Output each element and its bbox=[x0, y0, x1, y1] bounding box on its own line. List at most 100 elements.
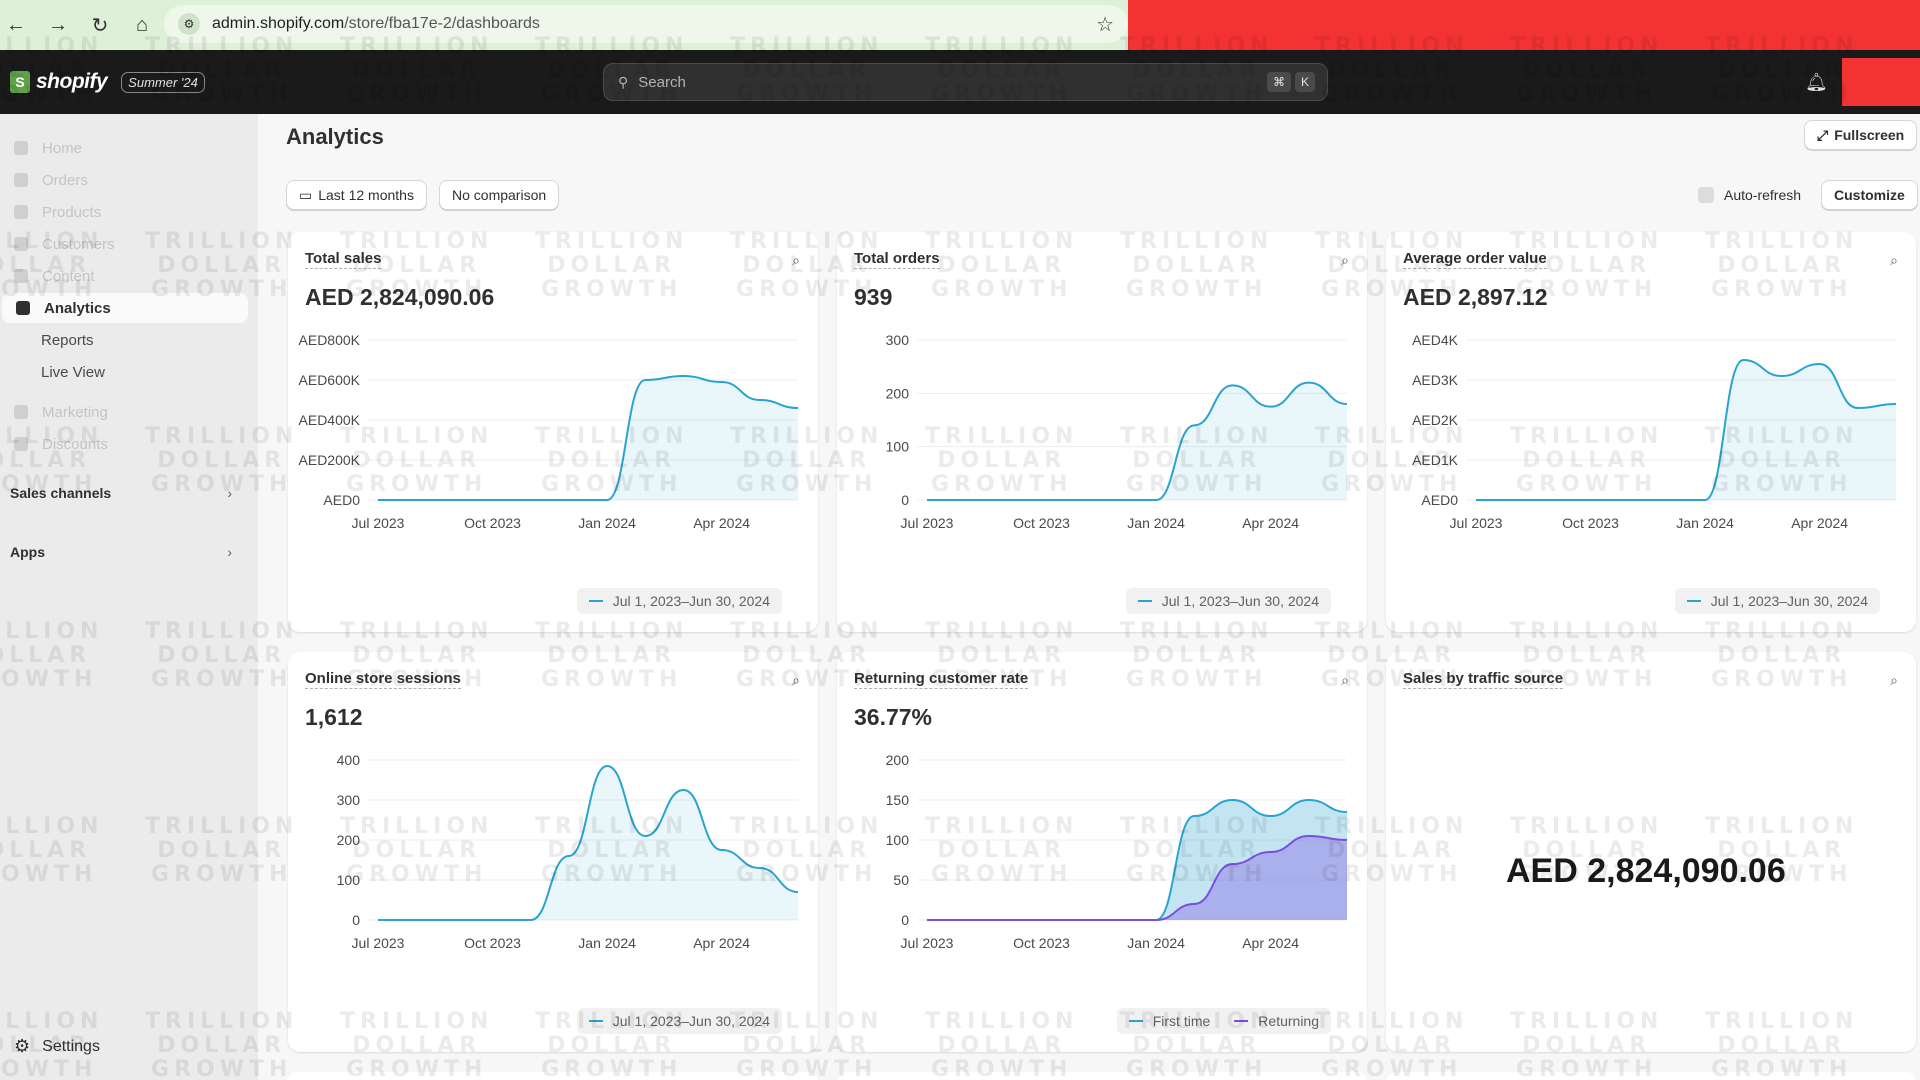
main-content: Analytics ⤢ Fullscreen ▭ Last 12 months No… bbox=[258, 114, 1920, 1080]
legend-label: First time bbox=[1152, 1013, 1211, 1029]
card-title[interactable]: Total orders bbox=[854, 250, 940, 269]
date-range-button[interactable]: ▭ Last 12 months bbox=[286, 180, 427, 210]
sidebar-item-discounts[interactable]: Discounts bbox=[0, 429, 246, 459]
k-key: K bbox=[1294, 72, 1315, 92]
auto-refresh-checkbox[interactable] bbox=[1698, 187, 1714, 203]
explore-icon[interactable]: ⌕ bbox=[792, 252, 800, 268]
explore-icon[interactable]: ⌕ bbox=[1341, 672, 1349, 688]
card-title[interactable]: Returning customer rate bbox=[854, 670, 1029, 689]
edition-badge: Summer '24 bbox=[121, 71, 205, 93]
y-tick-label: 400 bbox=[337, 752, 361, 768]
x-tick-label: Jul 2023 bbox=[1450, 515, 1503, 531]
forward-icon[interactable]: → bbox=[48, 13, 68, 36]
sidebar-item-marketing[interactable]: Marketing bbox=[0, 397, 246, 427]
search-input[interactable]: ⚲ Search ⌘ K bbox=[603, 63, 1328, 101]
reload-icon[interactable]: ↻ bbox=[91, 14, 109, 37]
metric-card-average-order-value[interactable]: Average order value AED 2,897.12 ⌕ AED0 A… bbox=[1386, 232, 1916, 632]
sidebar-section-apps[interactable]: Apps › bbox=[0, 537, 246, 567]
x-tick-label: Jul 2023 bbox=[352, 935, 405, 951]
chart-legend: Jul 1, 2023–Jun 30, 2024 bbox=[576, 1008, 782, 1034]
sidebar-item-live-view[interactable]: Live View bbox=[0, 357, 246, 387]
sidebar-item-customers[interactable]: Customers bbox=[0, 229, 246, 259]
card-title[interactable]: Sales by traffic source bbox=[1403, 670, 1564, 689]
search-icon: ⚲ bbox=[618, 73, 629, 90]
y-tick-label: AED200K bbox=[299, 452, 361, 468]
bell-icon[interactable]: 🔔︎ bbox=[1805, 72, 1828, 92]
home-icon[interactable]: ⌂ bbox=[135, 13, 149, 36]
home-icon bbox=[14, 141, 28, 155]
card-title[interactable]: Average order value bbox=[1403, 250, 1547, 269]
sidebar-item-analytics[interactable]: Analytics bbox=[2, 293, 248, 323]
y-tick-label: 0 bbox=[901, 492, 909, 508]
browser-toolbar: ← → ↻ ⌂ ⚙ admin.shopify.com/store/fba17e… bbox=[0, 0, 1920, 50]
shortcut-keys: ⌘ K bbox=[1266, 72, 1315, 92]
fullscreen-label: Fullscreen bbox=[1834, 127, 1905, 143]
card-value: AED 2,897.12 bbox=[1403, 284, 1548, 310]
target-icon bbox=[14, 405, 28, 419]
y-tick-label: 200 bbox=[886, 752, 910, 768]
sidebar-item-content[interactable]: Content bbox=[0, 261, 246, 291]
chart-legend: First time Returning bbox=[1116, 1008, 1331, 1034]
y-tick-label: AED800K bbox=[299, 332, 361, 348]
content-icon bbox=[14, 269, 28, 283]
sidebar-item-reports[interactable]: Reports bbox=[0, 325, 246, 355]
card-value: 939 bbox=[854, 284, 893, 310]
sidebar-section-sales-channels[interactable]: Sales channels › bbox=[0, 478, 246, 508]
explore-icon[interactable]: ⌕ bbox=[1890, 672, 1898, 688]
back-icon[interactable]: ← bbox=[6, 13, 26, 36]
series-area bbox=[927, 382, 1347, 500]
metric-card-online-store-sessions[interactable]: Online store sessions 1,612 ⌕ 0 100 200 300… bbox=[288, 652, 818, 1052]
fullscreen-button[interactable]: ⤢ Fullscreen bbox=[1804, 120, 1918, 150]
metric-card-total-sales[interactable]: Total sales AED 2,824,090.06 ⌕ AED0 AED20… bbox=[288, 232, 818, 632]
sidebar-item-settings[interactable]: ⚙ Settings bbox=[14, 1036, 100, 1057]
legend-swatch-returning bbox=[1234, 1020, 1249, 1022]
x-tick-label: Jul 2023 bbox=[901, 935, 954, 951]
shopify-logo[interactable]: S shopify Summer '24 bbox=[10, 70, 205, 94]
x-tick-label: Apr 2024 bbox=[1242, 935, 1299, 951]
x-tick-label: Jan 2024 bbox=[1127, 935, 1185, 951]
y-tick-label: 100 bbox=[886, 439, 910, 455]
auto-refresh-toggle[interactable]: Auto-refresh bbox=[1698, 187, 1801, 203]
y-tick-label: 150 bbox=[886, 792, 910, 808]
x-tick-label: Jan 2024 bbox=[1127, 515, 1185, 531]
address-bar[interactable]: ⚙ admin.shopify.com/store/fba17e-2/dashb… bbox=[164, 5, 1128, 43]
settings-label: Settings bbox=[42, 1037, 100, 1055]
sidebar-item-orders[interactable]: Orders bbox=[0, 165, 246, 195]
tag-icon bbox=[14, 205, 28, 219]
sidebar: Home Orders Products Customers Content A… bbox=[0, 114, 258, 1080]
sidebar-item-label: Products bbox=[42, 203, 102, 221]
chevron-right-icon: › bbox=[227, 485, 232, 501]
gear-icon: ⚙ bbox=[14, 1036, 31, 1056]
section-label: Apps bbox=[10, 544, 45, 560]
metric-card-returning-customer-rate[interactable]: Returning customer rate 36.77% ⌕ 0 50 100 1… bbox=[837, 652, 1367, 1052]
browser-nav: ← → ↻ ⌂ bbox=[0, 13, 160, 38]
card-title[interactable]: Total sales bbox=[305, 250, 382, 269]
explore-icon[interactable]: ⌕ bbox=[792, 672, 800, 688]
sidebar-item-home[interactable]: Home bbox=[0, 133, 246, 163]
calendar-icon: ▭ bbox=[299, 186, 313, 203]
bookmark-star-icon[interactable]: ☆ bbox=[1096, 13, 1114, 36]
card-value: 1,612 bbox=[305, 704, 363, 730]
y-tick-label: 200 bbox=[886, 385, 910, 401]
legend-swatch bbox=[1137, 600, 1152, 602]
y-tick-label: AED0 bbox=[323, 492, 360, 508]
sidebar-item-label: Analytics bbox=[44, 299, 111, 317]
metric-card-sales-by-traffic-source[interactable]: Sales by traffic source ⌕ AED 2,824,090.… bbox=[1386, 652, 1916, 1052]
explore-icon[interactable]: ⌕ bbox=[1890, 252, 1898, 268]
sidebar-item-label: Marketing bbox=[42, 403, 108, 421]
y-tick-label: 300 bbox=[886, 332, 910, 348]
sidebar-item-products[interactable]: Products bbox=[0, 197, 246, 227]
site-info-icon[interactable]: ⚙ bbox=[178, 13, 200, 35]
explore-icon[interactable]: ⌕ bbox=[1341, 252, 1349, 268]
comparison-button[interactable]: No comparison bbox=[439, 180, 560, 210]
chart-legend: Jul 1, 2023–Jun 30, 2024 bbox=[576, 588, 782, 614]
redaction-block bbox=[1842, 58, 1920, 106]
x-tick-label: Jan 2024 bbox=[578, 515, 636, 531]
chart-legend: Jul 1, 2023–Jun 30, 2024 bbox=[1125, 588, 1331, 614]
series-area bbox=[927, 800, 1347, 920]
customize-button[interactable]: Customize bbox=[1821, 180, 1918, 210]
metric-card-total-orders[interactable]: Total orders 939 ⌕ 0 100 200 300 Jul 2023 Oct… bbox=[837, 232, 1367, 632]
sidebar-item-label: Home bbox=[42, 139, 83, 157]
card-title[interactable]: Online store sessions bbox=[305, 670, 461, 689]
y-tick-label: AED0 bbox=[1421, 492, 1458, 508]
